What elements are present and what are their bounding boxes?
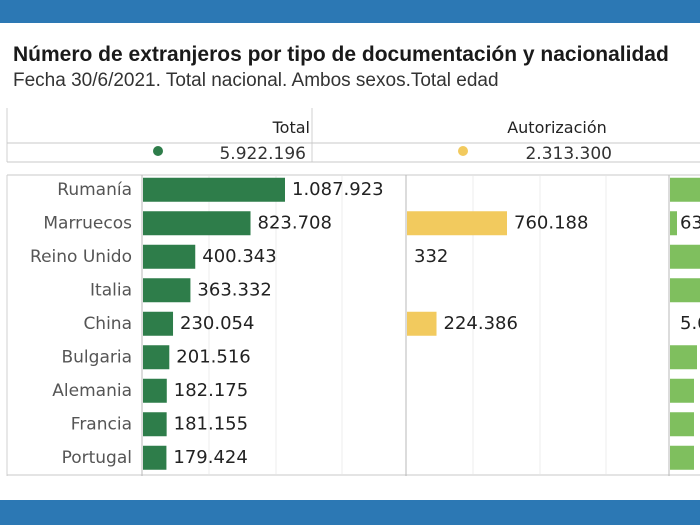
bottom-band (0, 500, 700, 525)
series-header-1: Autorización (507, 118, 607, 137)
category-label-1: Marruecos (43, 214, 132, 234)
bar-2-1 (670, 211, 677, 236)
series-header-0: Total (272, 118, 310, 137)
category-label-0: Rumanía (57, 180, 132, 200)
bar-0-1 (143, 211, 251, 236)
category-label-7: Francia (71, 415, 132, 435)
category-label-3: Italia (90, 281, 132, 301)
category-label-8: Portugal (62, 448, 132, 468)
legend-marker-0 (153, 146, 163, 156)
bar-1-1 (407, 211, 507, 236)
data-label-0-4: 230.054 (180, 313, 254, 334)
bar-2-5 (670, 345, 697, 370)
chart-subtitle: Fecha 30/6/2021. Total nacional. Ambos s… (13, 70, 499, 91)
chart-header: Total 5.922.196 Autorización 2.313.300 (153, 118, 612, 164)
series-total-0: 5.922.196 (219, 144, 306, 164)
bar-2-0 (670, 177, 700, 202)
category-label-5: Bulgaria (62, 348, 133, 368)
data-label-0-2: 400.343 (202, 246, 276, 267)
legend-marker-1 (458, 146, 468, 156)
category-label-2: Reino Unido (30, 247, 132, 267)
bar-2-3 (670, 278, 700, 303)
data-label-1-1: 760.188 (514, 213, 588, 234)
data-label-1-2: 332 (414, 246, 448, 267)
chart-title: Número de extranjeros por tipo de docume… (13, 43, 669, 66)
chart-frame (6, 108, 700, 476)
bar-2-6 (670, 378, 694, 403)
bar-2-7 (670, 412, 694, 437)
data-label-0-0: 1.087.923 (292, 179, 384, 200)
data-label-1-4: 224.386 (444, 313, 518, 334)
bar-0-6 (143, 378, 167, 403)
series-total-1: 2.313.300 (525, 144, 612, 164)
data-label-2-1: 63 (680, 213, 700, 234)
bar-0-8 (143, 445, 167, 470)
data-label-0-8: 179.424 (173, 447, 247, 468)
bar-0-2 (143, 244, 196, 269)
category-label-4: China (83, 314, 132, 334)
bar-2-2 (670, 244, 700, 269)
data-label-0-1: 823.708 (258, 213, 332, 234)
bar-0-3 (143, 278, 191, 303)
data-label-0-6: 182.175 (174, 380, 248, 401)
data-label-0-5: 201.516 (176, 347, 250, 368)
chart-labels: Rumanía Marruecos Reino Unido Italia China Bu… (30, 179, 700, 468)
bar-2-8 (670, 445, 694, 470)
bar-0-5 (143, 345, 170, 370)
data-label-2-4: 5.6 (680, 313, 700, 334)
category-label-6: Alemania (52, 381, 132, 401)
data-label-0-7: 181.155 (174, 414, 248, 435)
bar-1-4 (407, 311, 437, 336)
top-band (0, 0, 700, 23)
chart-bars (143, 177, 700, 470)
bar-0-7 (143, 412, 167, 437)
bar-0-4 (143, 311, 174, 336)
data-label-0-3: 363.332 (197, 280, 271, 301)
bar-0-0 (143, 177, 285, 202)
